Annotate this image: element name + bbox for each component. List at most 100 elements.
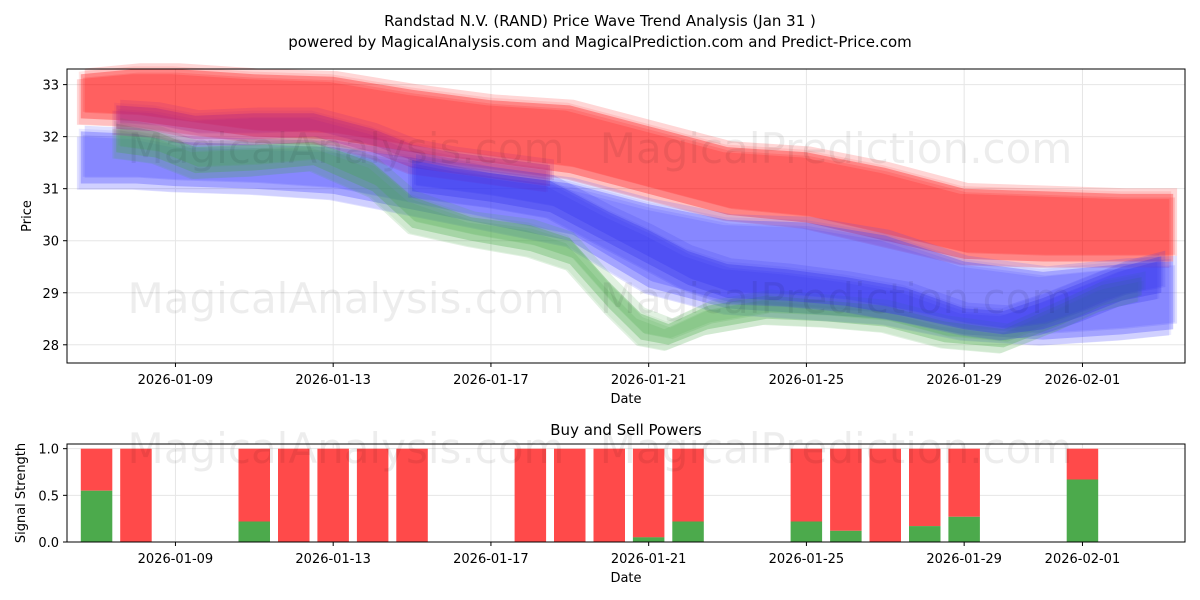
watermark-analysis-mid-left: MagicalAnalysis.com [128, 274, 565, 323]
blue-band-layer-2 [76, 136, 1170, 346]
buy-bar [909, 526, 941, 542]
bottom-x-tick-label: 2026-02-01 [1045, 552, 1121, 567]
bottom-x-tick-label: 2026-01-21 [611, 552, 687, 567]
top-y-axis-label: Price [20, 200, 35, 232]
bottom-y-tick-label: 0.5 [38, 489, 59, 504]
top-x-tick-label: 2026-01-13 [295, 373, 371, 388]
watermark-prediction-mid-right: MagicalPrediction.com [600, 274, 1073, 323]
purple-band-layer-0 [116, 105, 551, 187]
sell-bar [238, 448, 270, 522]
sell-bar [396, 448, 428, 542]
buy-bar [1066, 479, 1099, 542]
top-x-tick-label: 2026-01-25 [769, 373, 845, 388]
top-y-tick-label: 32 [42, 131, 59, 146]
watermark-prediction-bottom-right: MagicalPrediction.com [600, 424, 1073, 473]
dark-blue-band-layer-3 [414, 163, 1164, 328]
sell-bar [514, 448, 547, 542]
series-red-band [76, 63, 1178, 268]
sell-bar [790, 448, 823, 522]
dark-blue-band-layer-2 [408, 165, 1158, 341]
bottom-plot-frame [66, 443, 1186, 543]
dark-blue-band-layer-0 [412, 160, 1162, 335]
top-y-tick-label: 31 [42, 183, 59, 198]
series-blue-band [76, 125, 1178, 346]
top-y-tick-label: 30 [42, 235, 59, 250]
bottom-x-axis-label: Date [610, 571, 641, 586]
bottom-x-tick-label: 2026-01-13 [295, 552, 371, 567]
top-x-tick-label: 2026-01-21 [611, 373, 687, 388]
chart-subtitle: powered by MagicalAnalysis.com and Magic… [288, 33, 912, 51]
red-band-layer-4 [78, 66, 1172, 268]
blue-band-layer-0 [80, 131, 1174, 340]
watermark-analysis-bottom-left: MagicalAnalysis.com [128, 424, 565, 473]
series-green-band [112, 117, 1146, 354]
buy-bar [672, 521, 704, 542]
signal-bars [80, 448, 1099, 542]
buy-bar [830, 530, 862, 542]
red-band-layer-3 [82, 72, 1176, 255]
bottom-x-tick-label: 2026-01-09 [138, 552, 214, 567]
sell-bar [80, 448, 113, 491]
bottom-axes: 0.0 0.5 1.0 2026-01-09 2026-01-13 2026-01-17 2… [38, 443, 1120, 567]
top-grid [67, 69, 1185, 363]
blue-band-layer-3 [82, 135, 1176, 333]
top-axes: 28 29 30 31 32 33 2026-01-09 2026-01-13 2026-01-… [42, 79, 1120, 388]
bottom-x-tick-label: 2026-01-29 [926, 552, 1002, 567]
green-band-layer-0 [116, 123, 1142, 348]
buy-bar [80, 490, 113, 542]
sell-bar [909, 448, 941, 527]
sell-bar [278, 448, 310, 542]
sell-bar [356, 448, 389, 542]
dark-blue-band-layer-1 [416, 154, 1166, 329]
top-y-tick-label: 33 [42, 79, 59, 94]
series-dark-blue-band [408, 154, 1166, 341]
buy-bar [790, 521, 823, 542]
purple-band-layer-3 [118, 109, 553, 180]
top-x-axis-label: Date [610, 392, 641, 407]
red-band-layer-0 [80, 69, 1174, 262]
sell-bar [830, 448, 862, 531]
top-x-tick-label: 2026-01-09 [138, 373, 214, 388]
bottom-y-tick-label: 1.0 [38, 443, 59, 458]
sell-bar [948, 448, 980, 517]
sell-bar [317, 448, 349, 542]
green-band-layer-1 [120, 117, 1146, 342]
sell-bar [593, 448, 625, 542]
red-band-layer-1 [84, 63, 1178, 256]
buy-bar [238, 521, 270, 542]
top-x-tick-label: 2026-02-01 [1045, 373, 1121, 388]
price-bands [76, 63, 1178, 354]
green-band-layer-4 [114, 121, 1140, 354]
watermark-prediction-top-right: MagicalPrediction.com [600, 124, 1073, 173]
sell-bar [120, 448, 152, 542]
buy-bar [948, 516, 980, 542]
bottom-chart-title: Buy and Sell Powers [550, 421, 702, 439]
sell-bar [672, 448, 704, 522]
top-y-tick-label: 28 [42, 339, 59, 354]
buy-bar [632, 537, 665, 542]
top-x-tick-label: 2026-01-17 [453, 373, 529, 388]
sell-bar [869, 448, 901, 542]
dark-blue-band-layer-4 [410, 157, 1160, 341]
sell-bar [554, 448, 586, 542]
top-watermarks: MagicalAnalysis.com MagicalPrediction.co… [128, 124, 1073, 323]
bottom-y-tick-label: 0.0 [38, 536, 59, 551]
blue-band-layer-1 [84, 125, 1178, 334]
watermark-analysis-top-left: MagicalAnalysis.com [128, 124, 565, 173]
blue-band-layer-4 [78, 128, 1172, 346]
bottom-y-axis-label: Signal Strength [14, 443, 29, 543]
green-band-layer-3 [118, 127, 1144, 341]
bottom-x-tick-label: 2026-01-17 [453, 552, 529, 567]
red-band-layer-2 [76, 74, 1170, 268]
purple-band-layer-4 [114, 102, 549, 192]
sell-bar [1066, 448, 1099, 480]
top-x-tick-label: 2026-01-29 [926, 373, 1002, 388]
top-y-tick-label: 29 [42, 287, 59, 302]
top-plot-frame [66, 68, 1186, 364]
series-purple-band [112, 99, 554, 193]
chart-title: Randstad N.V. (RAND) Price Wave Trend An… [384, 12, 816, 30]
sell-bar [632, 448, 665, 538]
green-band-layer-2 [112, 128, 1138, 354]
purple-band-layer-1 [120, 99, 554, 181]
